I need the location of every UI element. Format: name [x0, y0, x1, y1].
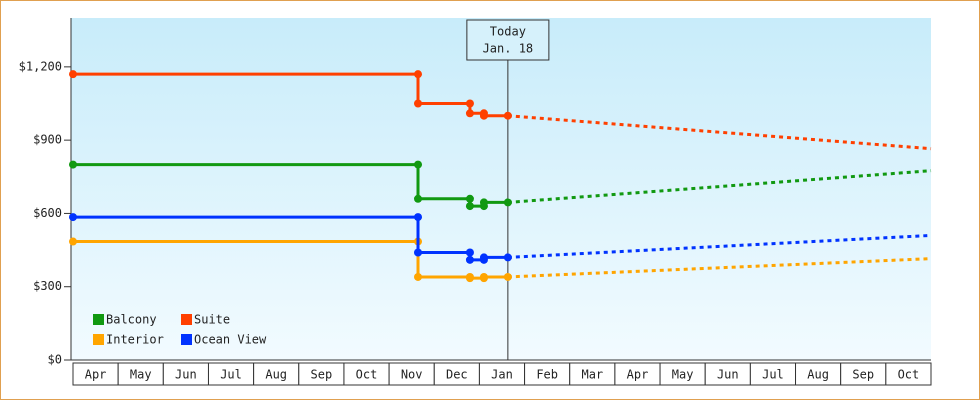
x-tick-label: Aug — [807, 368, 829, 382]
data-point — [69, 237, 77, 246]
x-tick-label: May — [672, 368, 694, 382]
data-point — [479, 272, 488, 281]
data-point — [465, 274, 474, 283]
x-tick-label: Oct — [898, 368, 920, 382]
y-tick-label: $1,200 — [19, 59, 62, 73]
data-point — [69, 70, 77, 79]
data-point — [414, 272, 423, 281]
data-point — [465, 255, 474, 264]
data-point — [414, 70, 423, 79]
x-tick-label: May — [130, 368, 152, 382]
data-point — [69, 213, 77, 222]
y-tick-label: $600 — [33, 206, 62, 220]
today-box — [466, 19, 550, 61]
legend-label: Balcony — [106, 313, 157, 327]
x-tick-label: Oct — [356, 368, 378, 382]
legend-label: Ocean View — [194, 333, 267, 347]
legend-label: Suite — [194, 313, 230, 327]
x-tick-label: Jan — [491, 368, 513, 382]
forecast-line — [507, 257, 932, 279]
x-tick-label: Aug — [265, 368, 287, 382]
x-tick-label: Sep — [311, 368, 333, 382]
data-point — [465, 99, 474, 108]
legend-label: Interior — [106, 333, 164, 347]
y-tick-label: $0 — [48, 353, 62, 367]
x-tick-label: Jul — [220, 368, 242, 382]
data-point — [503, 198, 512, 207]
data-point — [479, 253, 488, 262]
data-point — [414, 160, 423, 169]
data-point — [414, 248, 423, 257]
today-label: Today — [490, 25, 526, 39]
today-date: Jan. 18 — [483, 42, 534, 56]
data-point — [503, 272, 512, 281]
forecast-line — [507, 114, 932, 151]
x-tick-label: Apr — [627, 368, 649, 382]
data-point — [414, 213, 423, 222]
data-point — [465, 248, 474, 257]
month-box — [885, 362, 932, 386]
x-tick-label: Dec — [446, 368, 468, 382]
x-tick-label: Apr — [85, 368, 107, 382]
data-point — [414, 99, 423, 108]
x-tick-label: Feb — [536, 368, 558, 382]
legend-swatch — [181, 314, 192, 325]
y-tick-label: $900 — [33, 133, 62, 147]
legend-swatch — [181, 334, 192, 345]
plot-area — [71, 18, 931, 360]
data-point — [69, 160, 77, 169]
data-point — [503, 253, 512, 262]
x-tick-label: Mar — [581, 368, 603, 382]
x-tick-label: Jun — [717, 368, 739, 382]
legend-swatch — [93, 314, 104, 325]
data-point — [479, 111, 488, 120]
data-point — [465, 202, 474, 211]
data-point — [465, 109, 474, 118]
data-point — [503, 111, 512, 120]
data-point — [465, 194, 474, 203]
forecast-line — [507, 233, 932, 259]
data-point — [479, 198, 488, 207]
x-tick-label: Nov — [401, 368, 423, 382]
x-tick-label: Jul — [762, 368, 784, 382]
legend-swatch — [93, 334, 104, 345]
forecast-line — [507, 169, 932, 204]
x-tick-label: Sep — [852, 368, 874, 382]
data-point — [414, 194, 423, 203]
y-tick-label: $300 — [33, 279, 62, 293]
x-tick-label: Jun — [175, 368, 197, 382]
